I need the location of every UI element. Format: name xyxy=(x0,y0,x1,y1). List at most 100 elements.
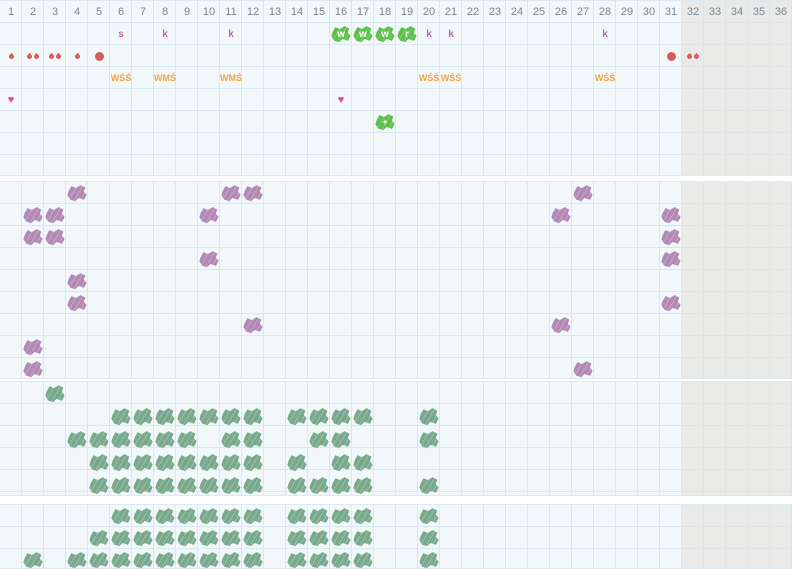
green-letter-marker[interactable]: w xyxy=(330,23,352,45)
green-blob-marker[interactable] xyxy=(286,549,308,569)
purple-blob-marker[interactable] xyxy=(660,248,682,270)
day-header-cell[interactable]: 8 xyxy=(161,6,169,18)
green-blob-marker[interactable] xyxy=(418,505,440,527)
heart-marker[interactable]: ♥ xyxy=(7,94,15,106)
day-header-cell[interactable]: 29 xyxy=(620,6,634,18)
day-header-cell[interactable]: 13 xyxy=(268,6,282,18)
green-blob-marker[interactable] xyxy=(242,428,264,451)
day-header-cell[interactable]: 21 xyxy=(444,6,458,18)
day-header-cell[interactable]: 12 xyxy=(246,6,260,18)
green-blob-marker[interactable] xyxy=(110,505,132,527)
green-blob-marker[interactable] xyxy=(418,549,440,569)
green-blob-marker[interactable] xyxy=(110,451,132,474)
day-header-cell[interactable]: 28 xyxy=(598,6,612,18)
mucus-marker[interactable]: WŚŚ xyxy=(110,73,132,83)
day-header-cell[interactable]: 7 xyxy=(139,6,147,18)
green-blob-marker[interactable] xyxy=(66,428,88,451)
drop1-marker[interactable] xyxy=(0,45,22,67)
purple-blob-marker[interactable] xyxy=(44,204,66,226)
green-blob-marker[interactable] xyxy=(286,474,308,497)
green-plus-marker[interactable]: + xyxy=(374,111,396,133)
green-blob-marker[interactable] xyxy=(110,405,132,428)
green-blob-marker[interactable] xyxy=(220,451,242,474)
green-blob-marker[interactable] xyxy=(220,527,242,549)
green-blob-marker[interactable] xyxy=(198,527,220,549)
green-blob-marker[interactable] xyxy=(286,405,308,428)
purple-blob-marker[interactable] xyxy=(22,226,44,248)
letter-marker[interactable]: k xyxy=(162,28,168,40)
day-header-cell[interactable]: 30 xyxy=(642,6,656,18)
green-blob-marker[interactable] xyxy=(88,527,110,549)
day-header-cell[interactable]: 14 xyxy=(290,6,304,18)
day-header-cell[interactable]: 6 xyxy=(117,6,125,18)
letter-marker[interactable]: k xyxy=(448,28,454,40)
day-header-cell[interactable]: 31 xyxy=(664,6,678,18)
green-blob-marker[interactable] xyxy=(154,474,176,497)
purple-blob-marker[interactable] xyxy=(22,204,44,226)
green-blob-marker[interactable] xyxy=(352,527,374,549)
green-blob-marker[interactable] xyxy=(66,549,88,569)
green-blob-marker[interactable] xyxy=(242,405,264,428)
letter-marker[interactable]: k xyxy=(228,28,234,40)
green-blob-marker[interactable] xyxy=(242,549,264,569)
green-blob-marker[interactable] xyxy=(286,527,308,549)
purple-blob-marker[interactable] xyxy=(572,182,594,204)
day-header-cell[interactable]: 3 xyxy=(51,6,59,18)
green-blob-marker[interactable] xyxy=(352,505,374,527)
purple-blob-marker[interactable] xyxy=(572,358,594,380)
green-blob-marker[interactable] xyxy=(330,505,352,527)
purple-blob-marker[interactable] xyxy=(22,358,44,380)
dot-marker[interactable] xyxy=(660,45,682,67)
day-header-cell[interactable]: 11 xyxy=(225,6,237,18)
green-blob-marker[interactable] xyxy=(132,527,154,549)
section-observations[interactable]: 1 2 3 4 5 6 7 8 9 10 11 12 13 14 15 16 17 18 19 20 21 22 23 24 2… xyxy=(0,0,792,176)
letter-marker[interactable]: s xyxy=(118,28,124,40)
green-blob-marker[interactable] xyxy=(132,451,154,474)
green-blob-marker[interactable] xyxy=(308,527,330,549)
purple-blob-marker[interactable] xyxy=(550,314,572,336)
drop1-marker[interactable] xyxy=(66,45,88,67)
purple-blob-marker[interactable] xyxy=(66,270,88,292)
green-blob-marker[interactable] xyxy=(220,549,242,569)
green-blob-marker[interactable] xyxy=(176,451,198,474)
dot-marker[interactable] xyxy=(88,45,110,67)
mucus-marker[interactable]: WMŚ xyxy=(154,73,176,83)
green-blob-marker[interactable] xyxy=(154,405,176,428)
purple-blob-marker[interactable] xyxy=(550,204,572,226)
day-header-cell[interactable]: 24 xyxy=(510,6,524,18)
green-blob-marker[interactable] xyxy=(110,527,132,549)
green-blob-marker[interactable] xyxy=(418,405,440,428)
green-blob-marker[interactable] xyxy=(242,527,264,549)
purple-blob-marker[interactable] xyxy=(22,336,44,358)
green-blob-marker[interactable] xyxy=(330,549,352,569)
day-header-cell[interactable]: 9 xyxy=(183,6,191,18)
green-blob-marker[interactable] xyxy=(110,428,132,451)
green-blob-marker[interactable] xyxy=(330,451,352,474)
green-blob-marker[interactable] xyxy=(110,549,132,569)
green-blob-marker[interactable] xyxy=(154,428,176,451)
green-blob-marker[interactable] xyxy=(132,505,154,527)
green-blob-marker[interactable] xyxy=(352,451,374,474)
section-symptoms-green-a[interactable] xyxy=(0,381,792,496)
green-blob-marker[interactable] xyxy=(198,451,220,474)
drop2-marker[interactable] xyxy=(44,45,66,67)
day-header-cell[interactable]: 34 xyxy=(730,6,744,18)
day-header-cell[interactable]: 35 xyxy=(752,6,766,18)
green-blob-marker[interactable] xyxy=(286,505,308,527)
mucus-marker[interactable]: WŚŚ xyxy=(440,73,462,83)
green-blob-marker[interactable] xyxy=(330,474,352,497)
day-header-cell[interactable]: 27 xyxy=(576,6,590,18)
day-header-cell[interactable]: 25 xyxy=(532,6,546,18)
day-header-cell[interactable]: 4 xyxy=(73,6,81,18)
green-blob-marker[interactable] xyxy=(154,527,176,549)
green-blob-marker[interactable] xyxy=(176,474,198,497)
green-blob-marker[interactable] xyxy=(308,505,330,527)
green-blob-marker[interactable] xyxy=(330,527,352,549)
green-blob-marker[interactable] xyxy=(198,505,220,527)
day-header-cell[interactable]: 33 xyxy=(708,6,722,18)
green-blob-marker[interactable] xyxy=(88,474,110,497)
day-header-cell[interactable]: 18 xyxy=(378,6,392,18)
green-blob-marker[interactable] xyxy=(418,428,440,451)
purple-blob-marker[interactable] xyxy=(242,182,264,204)
day-header-cell[interactable]: 5 xyxy=(95,6,103,18)
